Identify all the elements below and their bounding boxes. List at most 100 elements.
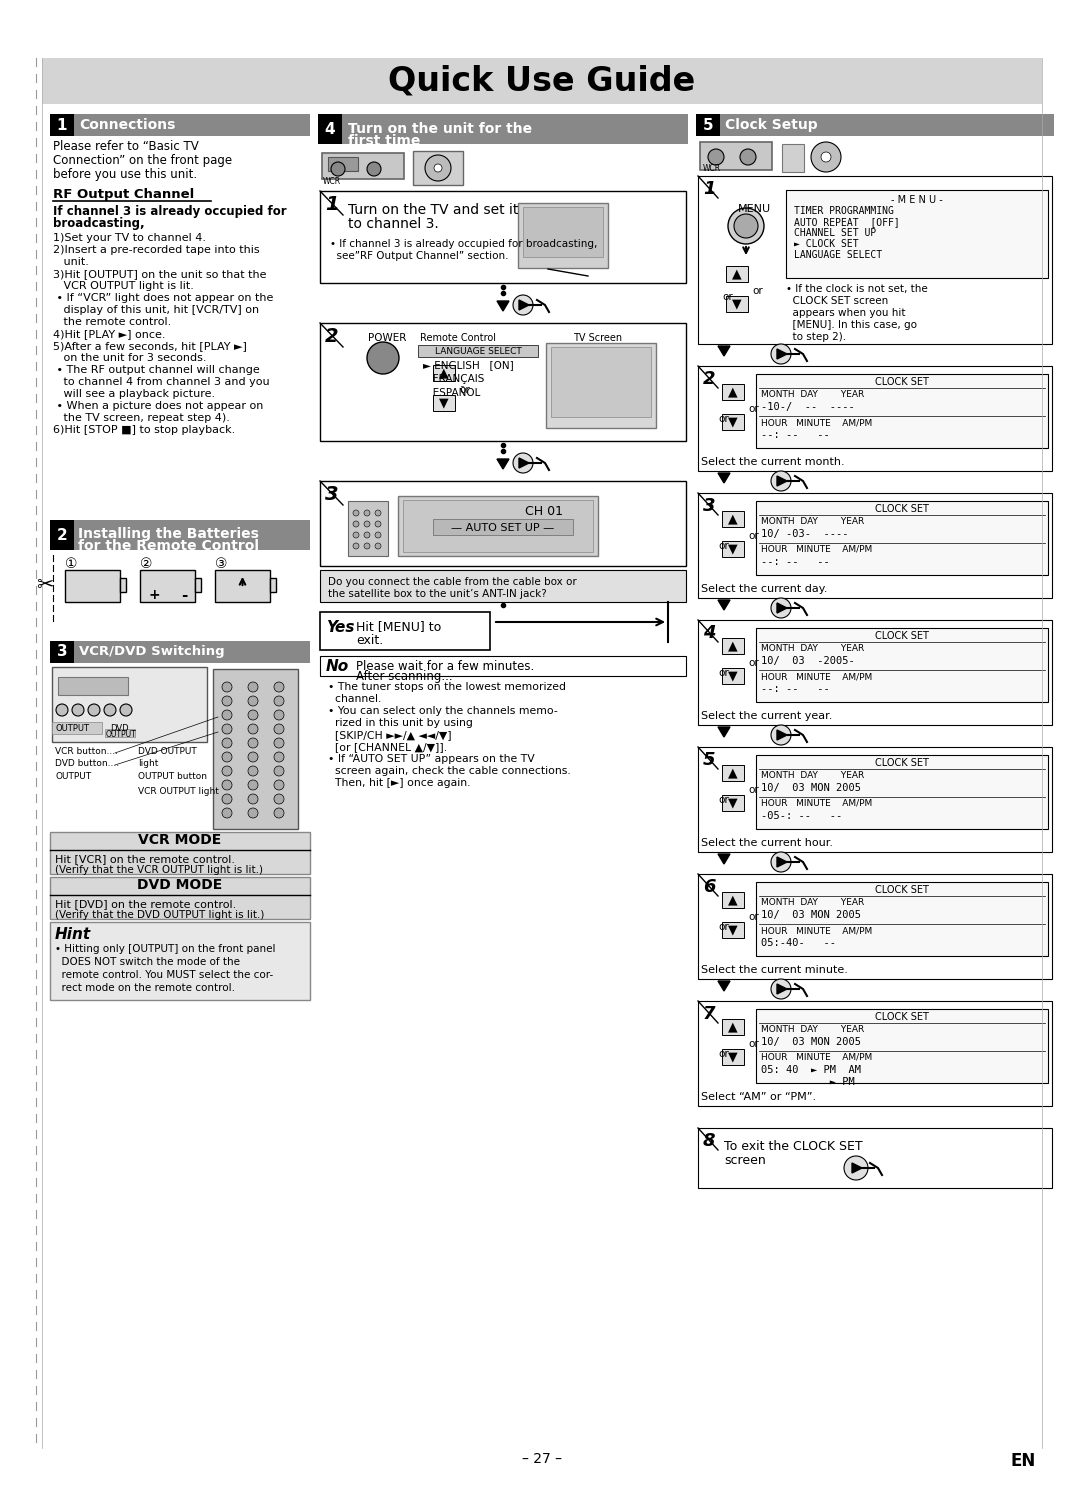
- Text: VCR OUTPUT light: VCR OUTPUT light: [138, 787, 219, 796]
- Polygon shape: [777, 730, 787, 741]
- Text: 4)Hit [PLAY ►] once.: 4)Hit [PLAY ►] once.: [53, 329, 165, 339]
- Circle shape: [513, 454, 534, 473]
- Text: rect mode on the remote control.: rect mode on the remote control.: [55, 983, 235, 993]
- Circle shape: [353, 510, 359, 516]
- Text: screen: screen: [724, 1154, 766, 1167]
- Bar: [551, 346, 651, 416]
- Circle shape: [274, 781, 284, 790]
- Bar: [756, 1010, 1048, 1083]
- Text: OUTPUT button: OUTPUT button: [138, 772, 207, 781]
- Circle shape: [248, 766, 258, 776]
- Bar: [518, 204, 608, 268]
- Text: VCR button....: VCR button....: [55, 746, 118, 755]
- Text: Installing the Batteries: Installing the Batteries: [78, 526, 259, 541]
- Bar: [320, 323, 686, 442]
- Circle shape: [375, 510, 381, 516]
- Text: – 27 –: – 27 –: [522, 1451, 562, 1466]
- Text: RF Output Channel: RF Output Channel: [53, 187, 194, 201]
- Text: ▲: ▲: [440, 366, 449, 379]
- Text: MENU: MENU: [738, 204, 771, 214]
- Text: HOUR   MINUTE    AM/PM: HOUR MINUTE AM/PM: [761, 926, 873, 935]
- Text: - M E N U -: - M E N U -: [891, 195, 943, 205]
- Text: ▲: ▲: [728, 1020, 738, 1033]
- Text: ①: ①: [65, 558, 78, 571]
- Text: MONTH  DAY        YEAR: MONTH DAY YEAR: [761, 898, 864, 907]
- Text: Select the current day.: Select the current day.: [701, 584, 827, 593]
- Bar: [700, 141, 772, 170]
- Text: or: or: [752, 286, 762, 296]
- Circle shape: [120, 703, 132, 717]
- Text: to step 2).: to step 2).: [786, 332, 846, 342]
- Text: • You can select only the channels memo-: • You can select only the channels memo-: [328, 706, 557, 717]
- Circle shape: [426, 155, 451, 181]
- Circle shape: [222, 738, 232, 748]
- Text: Please wait for a few minutes.: Please wait for a few minutes.: [356, 660, 535, 674]
- Bar: [215, 570, 270, 602]
- Circle shape: [771, 343, 791, 364]
- Text: OUTPUT: OUTPUT: [55, 724, 89, 733]
- Bar: [399, 497, 598, 556]
- Circle shape: [274, 683, 284, 691]
- Text: 6: 6: [703, 877, 715, 897]
- Text: or: or: [748, 912, 759, 922]
- Polygon shape: [718, 599, 730, 610]
- Circle shape: [248, 738, 258, 748]
- Circle shape: [248, 781, 258, 790]
- Circle shape: [353, 543, 359, 549]
- Circle shape: [375, 543, 381, 549]
- Text: • The tuner stops on the lowest memorized: • The tuner stops on the lowest memorize…: [328, 683, 566, 691]
- Bar: [50, 520, 75, 550]
- Text: HOUR   MINUTE    AM/PM: HOUR MINUTE AM/PM: [761, 1053, 873, 1062]
- Text: -10-/  --  ----: -10-/ -- ----: [761, 401, 854, 412]
- Bar: [723, 668, 744, 684]
- Text: MONTH  DAY        YEAR: MONTH DAY YEAR: [761, 517, 864, 526]
- Text: or: or: [718, 668, 729, 678]
- Bar: [756, 628, 1048, 702]
- Bar: [195, 578, 201, 592]
- Text: DVD MODE: DVD MODE: [137, 877, 222, 892]
- Circle shape: [274, 738, 284, 748]
- Polygon shape: [777, 476, 787, 486]
- Text: Select the current minute.: Select the current minute.: [701, 965, 848, 975]
- Text: CLOCK SET: CLOCK SET: [875, 758, 929, 767]
- Text: to channel 3.: to channel 3.: [348, 217, 438, 230]
- Circle shape: [248, 709, 258, 720]
- Text: Connection” on the front page: Connection” on the front page: [53, 155, 232, 167]
- Text: Select the current hour.: Select the current hour.: [701, 839, 833, 848]
- Bar: [42, 58, 1042, 104]
- Bar: [698, 494, 1052, 598]
- Text: first time: first time: [348, 134, 420, 149]
- Polygon shape: [519, 300, 529, 309]
- Bar: [413, 152, 463, 184]
- Circle shape: [274, 807, 284, 818]
- Text: Please refer to “Basic TV: Please refer to “Basic TV: [53, 140, 199, 153]
- Polygon shape: [718, 346, 730, 355]
- Bar: [726, 266, 748, 283]
- Bar: [322, 153, 404, 178]
- Text: CHANNEL SET UP: CHANNEL SET UP: [794, 228, 876, 238]
- Circle shape: [771, 978, 791, 999]
- Circle shape: [222, 794, 232, 804]
- Circle shape: [248, 807, 258, 818]
- Bar: [723, 892, 744, 909]
- Text: 5: 5: [703, 751, 715, 769]
- Text: ✂: ✂: [37, 575, 54, 595]
- Text: HOUR   MINUTE    AM/PM: HOUR MINUTE AM/PM: [761, 799, 873, 807]
- Text: Clock Setup: Clock Setup: [725, 117, 818, 132]
- Text: EN: EN: [1010, 1451, 1036, 1471]
- Bar: [723, 922, 744, 938]
- Text: --: --   --: --: -- --: [761, 558, 829, 567]
- Text: ▲: ▲: [728, 766, 738, 779]
- Text: 2: 2: [56, 528, 67, 543]
- Text: • The RF output channel will change: • The RF output channel will change: [53, 364, 260, 375]
- Polygon shape: [718, 473, 730, 483]
- Text: on the unit for 3 seconds.: on the unit for 3 seconds.: [53, 352, 206, 363]
- Circle shape: [364, 532, 370, 538]
- Text: VCR/DVD Switching: VCR/DVD Switching: [79, 645, 225, 659]
- Text: FRANÇAIS: FRANÇAIS: [423, 375, 484, 384]
- Polygon shape: [497, 459, 509, 468]
- Bar: [723, 1019, 744, 1035]
- Circle shape: [248, 752, 258, 761]
- Bar: [50, 833, 310, 874]
- Text: MONTH  DAY        YEAR: MONTH DAY YEAR: [761, 644, 864, 653]
